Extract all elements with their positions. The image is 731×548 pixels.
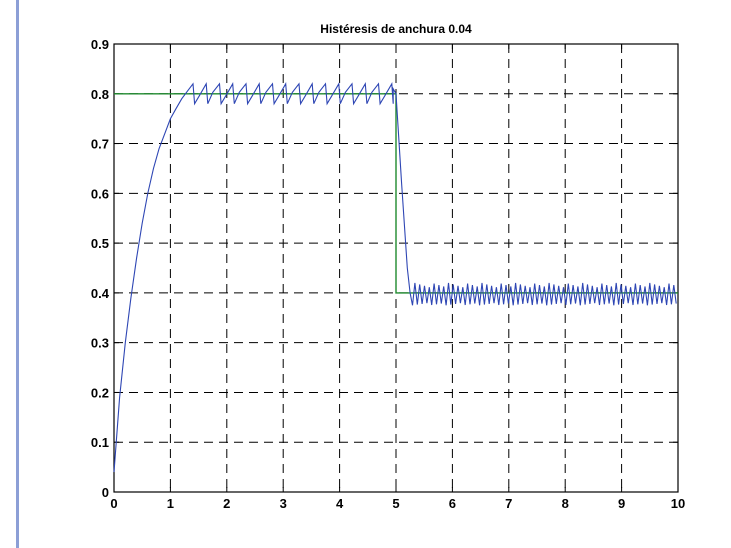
x-tick-label: 4 [336,496,344,511]
y-tick-label: 0.3 [91,336,109,351]
y-tick-label: 0.6 [91,186,109,201]
output-line [113,81,677,473]
y-tick-label: 0.1 [91,435,109,450]
x-tick-label: 8 [562,496,569,511]
plot-series [113,81,678,473]
y-tick-label: 0.7 [91,137,109,152]
y-tick-label: 0.8 [91,87,109,102]
y-tick-label: 0.5 [91,236,109,251]
chart-title: Histéresis de anchura 0.04 [320,22,472,36]
x-tick-label: 5 [392,496,399,511]
x-tick-label: 9 [618,496,625,511]
x-tick-label: 7 [505,496,512,511]
y-tick-label: 0.4 [91,286,110,301]
x-tick-label: 1 [167,496,174,511]
x-axis-ticks: 0 1 2 3 4 5 6 7 8 9 10 [110,44,685,511]
x-tick-label: 3 [280,496,287,511]
x-tick-label: 6 [449,496,456,511]
x-tick-label: 2 [223,496,230,511]
left-accent-bar [16,0,19,548]
y-tick-label: 0 [102,485,109,500]
y-tick-label: 0.2 [91,385,109,400]
x-tick-label: 0 [110,496,117,511]
y-axis-ticks: 0 0.1 0.2 0.3 0.4 0.5 0.6 0.7 0.8 0.9 [91,37,678,500]
y-tick-label: 0.9 [91,37,109,52]
reference-line [114,93,678,294]
x-tick-label: 10 [671,496,685,511]
